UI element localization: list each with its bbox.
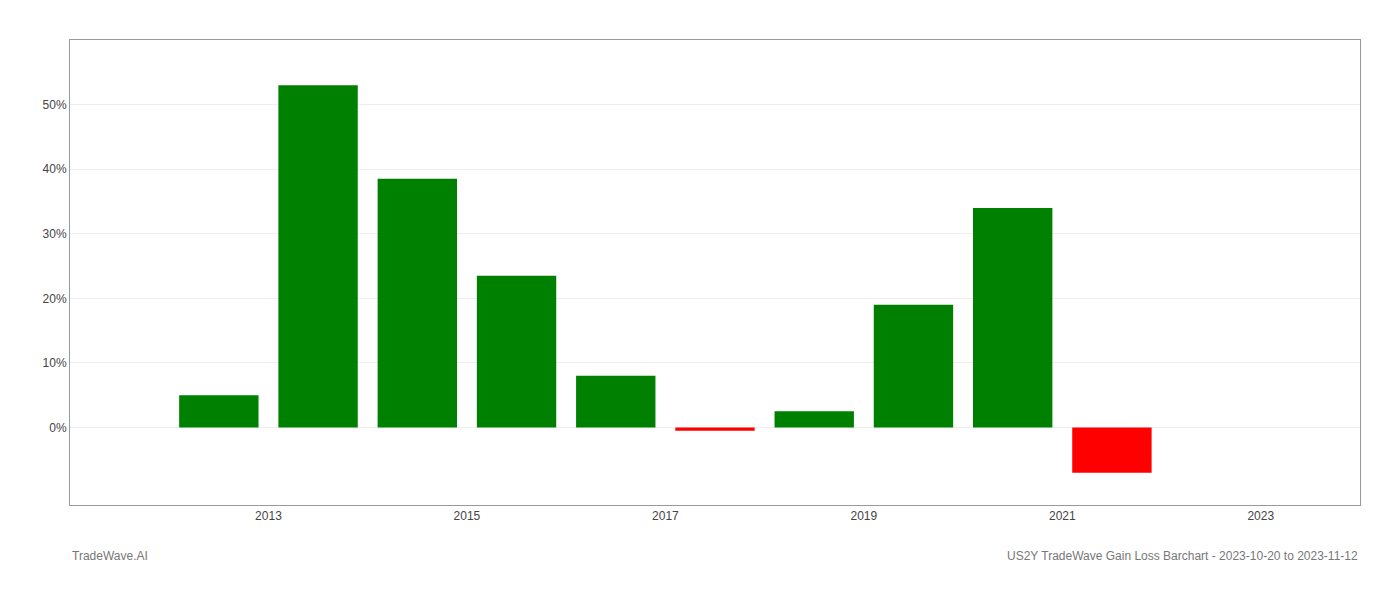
svg-text:0%: 0%	[49, 421, 67, 435]
svg-text:20%: 20%	[43, 292, 67, 306]
svg-text:40%: 40%	[43, 162, 67, 176]
svg-text:2021: 2021	[1049, 509, 1076, 523]
svg-text:30%: 30%	[43, 227, 67, 241]
svg-text:2023: 2023	[1247, 509, 1274, 523]
svg-text:TradeWave.AI: TradeWave.AI	[72, 549, 148, 563]
svg-text:2013: 2013	[255, 509, 282, 523]
svg-text:50%: 50%	[43, 98, 67, 112]
svg-text:2015: 2015	[454, 509, 481, 523]
svg-text:2019: 2019	[850, 509, 877, 523]
svg-text:2017: 2017	[652, 509, 679, 523]
svg-text:US2Y TradeWave Gain Loss Barch: US2Y TradeWave Gain Loss Barchart - 2023…	[1007, 549, 1358, 563]
svg-text:10%: 10%	[43, 356, 67, 370]
